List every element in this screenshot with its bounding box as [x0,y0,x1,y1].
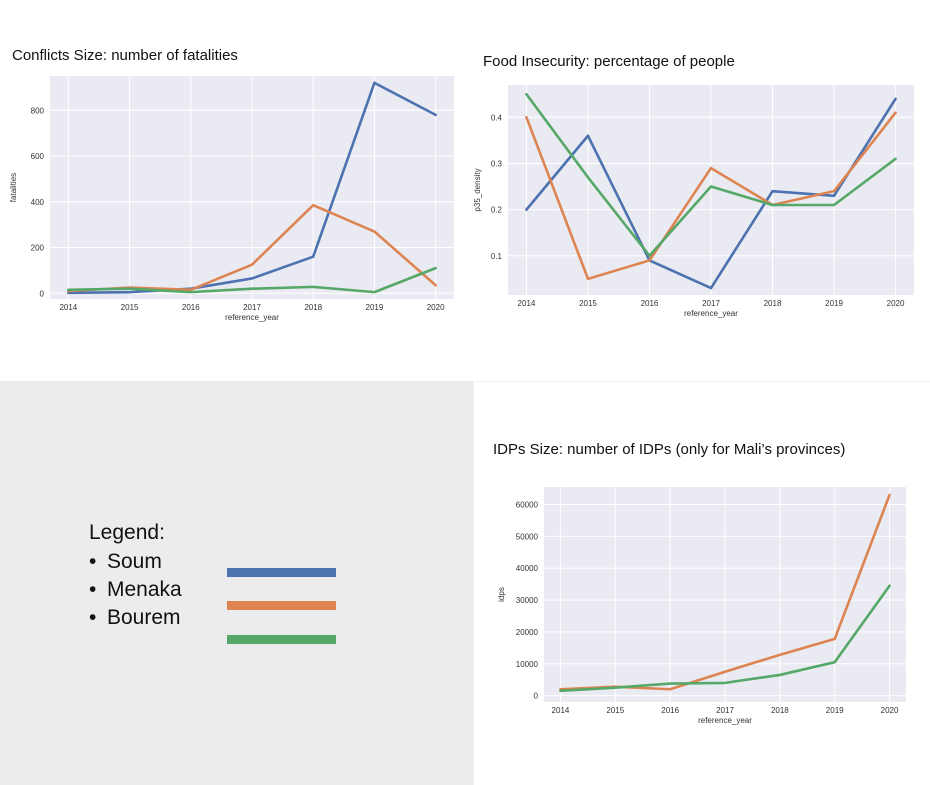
legend-item-bourem: • Bourem [89,606,181,630]
series-line-2 [67,266,437,294]
chart-title-idps: IDPs Size: number of IDPs (only for Mali… [493,441,846,458]
food-insecurity-line-chart: 2014 2015 2016 2017 2018 2019 2020 0.1 0.2 0.3 0.4… [473,85,914,318]
legend-label-menaka: Menaka [107,578,182,601]
y-tick-label: 200 [31,244,45,253]
divider [476,381,930,382]
y-tick-label: 0 [534,692,539,701]
y-axis-label: idps [497,587,506,602]
x-tick-label: 2019 [825,299,843,308]
x-tick-label: 2018 [304,303,322,312]
x-tick-label: 2014 [552,706,570,715]
bullet-icon: • [89,606,97,629]
y-tick-label: 0 [40,289,45,298]
x-tick-label: 2016 [661,706,679,715]
x-tick-label: 2017 [243,303,261,312]
y-axis-label: fatalities [9,173,18,202]
y-tick-label: 50000 [516,532,539,541]
x-axis-label: reference_year [684,309,738,318]
x-tick-label: 2019 [366,303,384,312]
y-tick-label: 30000 [516,596,539,605]
x-axis-label: reference_year [698,716,752,725]
y-tick-label: 0.2 [491,206,503,215]
x-tick-label: 2015 [121,303,139,312]
x-tick-label: 2015 [579,299,597,308]
series-line-0 [67,81,437,295]
x-tick-label: 2016 [182,303,200,312]
x-tick-label: 2017 [716,706,734,715]
legend-heading: Legend: [89,521,165,544]
y-tick-label: 40000 [516,564,539,573]
legend-panel [0,381,474,785]
legend-item-soum: • Soum [89,550,162,574]
series-line-1 [525,111,897,281]
legend-swatch-bourem [227,635,336,644]
legend-label-soum: Soum [107,550,162,573]
x-tick-label: 2014 [518,299,536,308]
y-axis-label: p35_density [473,168,482,211]
x-tick-label: 2019 [826,706,844,715]
x-tick-label: 2016 [641,299,659,308]
chart-title-food-insecurity: Food Insecurity: percentage of people [483,53,735,70]
legend-swatch-soum [227,568,336,577]
bullet-icon: • [89,550,97,573]
x-tick-label: 2020 [887,299,905,308]
y-tick-label: 400 [31,198,45,207]
fatalities-line-chart: 2014 2015 2016 2017 2018 2019 2020 0 200 400 600 80… [9,76,454,322]
x-tick-label: 2015 [606,706,624,715]
x-tick-label: 2017 [702,299,720,308]
legend-swatch-menaka [227,601,336,610]
x-tick-label: 2014 [59,303,77,312]
y-tick-label: 0.1 [491,252,503,261]
y-tick-label: 0.4 [491,113,503,122]
y-tick-label: 20000 [516,628,539,637]
y-tick-label: 10000 [516,660,539,669]
x-tick-label: 2018 [771,706,789,715]
x-axis-label: reference_year [225,313,279,322]
y-tick-label: 600 [31,152,45,161]
x-tick-label: 2020 [881,706,899,715]
legend-item-menaka: • Menaka [89,578,182,602]
chart-title-fatalities: Conflicts Size: number of fatalities [12,47,238,64]
series-line-2 [525,92,897,258]
series-line-0 [525,97,897,290]
idps-line-chart: 2014 2015 2016 2017 2018 2019 2020 0 10000 20000 3… [497,487,906,725]
bullet-icon: • [89,578,97,601]
y-tick-label: 0.3 [491,159,503,168]
y-tick-label: 60000 [516,501,539,510]
legend-label-bourem: Bourem [107,606,181,629]
x-tick-label: 2018 [764,299,782,308]
y-tick-label: 800 [31,106,45,115]
x-tick-label: 2020 [427,303,445,312]
series-line-1 [559,584,891,693]
